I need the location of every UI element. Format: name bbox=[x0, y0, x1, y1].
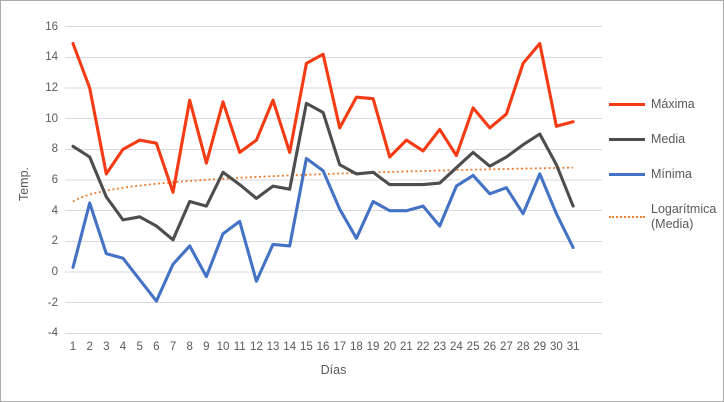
y-axis-tick-label: -2 bbox=[47, 296, 58, 309]
x-axis-tick-label: 29 bbox=[533, 341, 547, 353]
x-axis-tick-label: 4 bbox=[119, 341, 127, 353]
legend-line-swatch bbox=[609, 138, 645, 141]
y-axis-tick-label: 2 bbox=[51, 235, 58, 248]
x-axis-tick-label: 9 bbox=[203, 341, 210, 353]
x-axis-tick-label: 21 bbox=[399, 341, 413, 353]
legend-line-swatch bbox=[609, 103, 645, 106]
x-axis-tick-label: 16 bbox=[316, 341, 330, 353]
legend-item-media[interactable]: Media bbox=[609, 132, 721, 147]
legend-label: Máxima bbox=[651, 97, 695, 111]
x-axis-tick-label: 11 bbox=[233, 341, 246, 353]
y-axis-tick-label: 16 bbox=[45, 20, 58, 33]
x-axis-tick-label: 24 bbox=[450, 341, 463, 353]
y-axis-title: Temp. bbox=[17, 167, 31, 202]
x-axis-tick-label: 22 bbox=[416, 341, 430, 353]
x-axis-tick-label: 1 bbox=[69, 341, 77, 353]
legend-item-logartmicamedia[interactable]: Logarítmica (Media) bbox=[609, 202, 721, 232]
legend-item-mxima[interactable]: Máxima bbox=[609, 97, 721, 112]
x-axis-tick-label: 28 bbox=[516, 341, 530, 353]
y-axis-tick-label: 4 bbox=[51, 204, 58, 217]
x-axis-tick-label: 30 bbox=[550, 341, 563, 353]
x-axis-tick-label: 20 bbox=[383, 341, 397, 353]
series-line-mxima[interactable] bbox=[71, 41, 575, 194]
legend-label: Media bbox=[651, 132, 686, 146]
x-axis-tick-label: 15 bbox=[299, 341, 313, 353]
y-axis-tick-label: 0 bbox=[51, 266, 58, 278]
x-axis-tick-label: 19 bbox=[366, 341, 380, 353]
series-line-mnima[interactable] bbox=[71, 156, 575, 303]
x-axis-tick-label: 12 bbox=[249, 341, 263, 353]
y-axis-tick-label: -4 bbox=[47, 327, 58, 340]
x-axis-tick-label: 27 bbox=[500, 341, 513, 353]
x-axis-title: Días bbox=[320, 363, 347, 377]
x-axis-tick-label: 7 bbox=[169, 341, 177, 353]
x-axis-tick-label: 31 bbox=[566, 341, 580, 353]
x-axis-tick-label: 6 bbox=[153, 341, 160, 353]
x-axis-tick-label: 26 bbox=[483, 341, 497, 353]
y-axis-tick-label: 10 bbox=[45, 112, 58, 125]
trendline-logaritmica-media[interactable] bbox=[72, 166, 574, 203]
x-axis-tick-label: 3 bbox=[103, 341, 110, 353]
x-axis-tick-label: 13 bbox=[266, 341, 280, 353]
x-axis-tick-label: 17 bbox=[333, 341, 347, 353]
y-axis-tick-label: 12 bbox=[45, 81, 58, 94]
legend-line-swatch bbox=[609, 216, 645, 218]
x-axis-tick-label: 10 bbox=[216, 341, 230, 353]
x-axis-tick-label: 5 bbox=[136, 341, 143, 353]
y-axis-tick-label: 6 bbox=[51, 173, 58, 186]
y-axis-tick-label: 8 bbox=[51, 143, 58, 156]
legend-label: Mínima bbox=[651, 167, 692, 181]
legend-line-swatch bbox=[609, 173, 645, 176]
x-axis-tick-label: 18 bbox=[349, 341, 363, 353]
x-axis-tick-label: 14 bbox=[283, 341, 297, 353]
x-axis-tick-label: 23 bbox=[433, 341, 447, 353]
y-axis-tick-label: 14 bbox=[45, 51, 58, 64]
legend-label: Logarítmica (Media) bbox=[651, 202, 717, 231]
legend-item-mnima[interactable]: Mínima bbox=[609, 167, 721, 182]
x-axis-tick-label: 8 bbox=[186, 341, 193, 353]
x-axis-tick-label: 2 bbox=[86, 341, 93, 353]
x-axis-tick-label: 25 bbox=[466, 341, 480, 353]
series-line-media[interactable] bbox=[71, 101, 575, 242]
legend: Máxima Media Mínima Logarítmica (Media) bbox=[609, 97, 721, 252]
